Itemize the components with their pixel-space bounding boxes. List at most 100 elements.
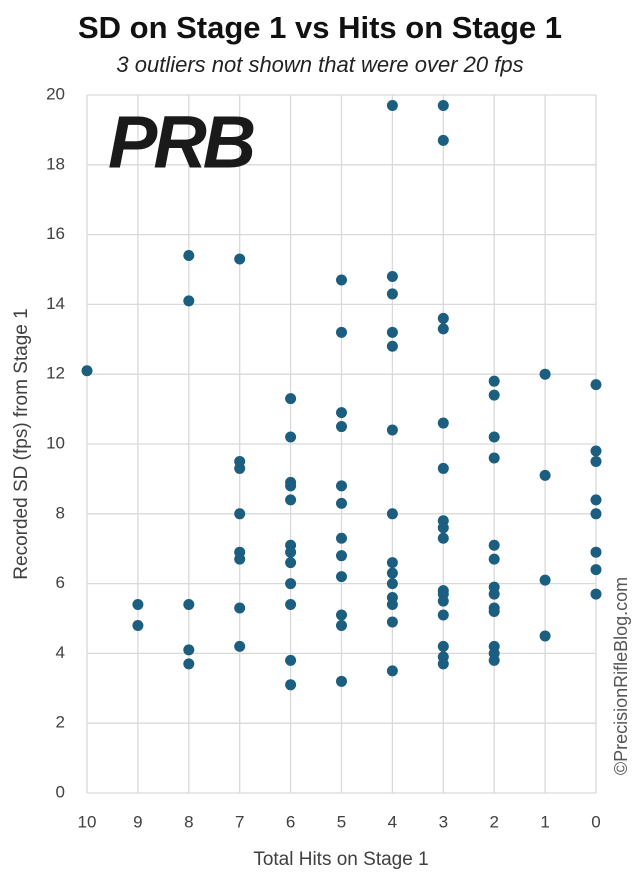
point: [590, 508, 602, 520]
x-tick-label: 8: [184, 812, 193, 831]
point: [386, 340, 398, 352]
x-tick-label: 1: [540, 812, 549, 831]
point: [336, 274, 347, 286]
point: [539, 368, 551, 380]
point: [590, 588, 602, 600]
point: [539, 630, 551, 642]
point: [132, 619, 144, 631]
point: [285, 431, 297, 443]
point: [183, 295, 195, 307]
point: [386, 99, 398, 111]
point: [437, 658, 449, 670]
y-tick-label: 2: [56, 713, 65, 732]
point: [386, 557, 398, 569]
y-tick-label: 16: [46, 224, 65, 243]
point: [285, 599, 297, 611]
point: [488, 606, 500, 618]
point: [590, 564, 602, 576]
point: [590, 379, 602, 391]
point: [488, 588, 500, 600]
point: [437, 640, 449, 652]
y-tick-label: 20: [46, 84, 65, 103]
point: [285, 393, 297, 405]
point: [488, 654, 500, 666]
point: [437, 609, 449, 621]
point: [488, 431, 500, 443]
point: [336, 571, 347, 583]
point: [234, 462, 246, 474]
chart-title: SD on Stage 1 vs Hits on Stage 1: [78, 10, 562, 45]
point: [336, 609, 347, 621]
point: [183, 599, 195, 611]
x-tick-label: 5: [337, 812, 346, 831]
point: [590, 494, 602, 506]
y-tick-label: 8: [56, 503, 65, 522]
point: [488, 389, 500, 401]
y-tick-label: 6: [56, 573, 65, 592]
point: [234, 640, 246, 652]
point: [336, 675, 347, 687]
y-tick-label: 14: [46, 294, 65, 313]
point: [81, 365, 93, 377]
point: [285, 546, 297, 558]
point: [285, 578, 297, 590]
point: [336, 619, 347, 631]
point: [539, 574, 551, 586]
x-tick-label: 6: [286, 812, 295, 831]
point: [285, 480, 297, 492]
y-tick-label: 4: [56, 643, 65, 662]
x-tick-label: 4: [388, 812, 397, 831]
y-tick-label: 18: [46, 154, 65, 173]
point: [234, 602, 246, 614]
point: [183, 250, 195, 262]
point: [590, 445, 602, 457]
point: [488, 539, 500, 551]
point: [234, 553, 246, 565]
x-tick-label: 9: [133, 812, 142, 831]
point: [386, 599, 398, 611]
point: [336, 407, 347, 419]
x-tick-label: 3: [439, 812, 448, 831]
point: [488, 553, 500, 565]
point: [336, 421, 347, 433]
point: [437, 134, 449, 146]
point: [539, 469, 551, 481]
point: [234, 253, 246, 265]
point: [183, 658, 195, 670]
x-tick-label: 2: [489, 812, 498, 831]
point: [437, 522, 449, 534]
point: [488, 375, 500, 387]
chart-subtitle: 3 outliers not shown that were over 20 f…: [116, 52, 523, 77]
point: [437, 417, 449, 429]
point: [386, 288, 398, 300]
point: [386, 424, 398, 436]
y-tick-label: 0: [56, 782, 65, 801]
point: [437, 595, 449, 607]
point: [437, 462, 449, 474]
x-axis-label: Total Hits on Stage 1: [253, 849, 428, 870]
point: [132, 599, 144, 611]
point: [386, 567, 398, 579]
point: [386, 326, 398, 338]
x-tick-label: 10: [78, 812, 97, 831]
point: [386, 508, 398, 520]
point: [437, 532, 449, 544]
point: [285, 557, 297, 569]
point: [488, 452, 500, 464]
point: [285, 654, 297, 666]
x-tick-label: 0: [591, 812, 600, 831]
y-tick-label: 10: [46, 433, 65, 452]
point: [183, 644, 195, 656]
point: [386, 665, 398, 677]
watermark: ©PrecisionRifleBlog.com: [611, 577, 631, 775]
point: [336, 550, 347, 562]
x-tick-label: 7: [235, 812, 244, 831]
point: [590, 455, 602, 467]
point: [234, 508, 246, 520]
y-axis-label: Recorded SD (fps) from Stage 1: [11, 308, 32, 579]
point: [336, 532, 347, 544]
point: [336, 497, 347, 509]
point: [437, 99, 449, 111]
point: [437, 323, 449, 335]
